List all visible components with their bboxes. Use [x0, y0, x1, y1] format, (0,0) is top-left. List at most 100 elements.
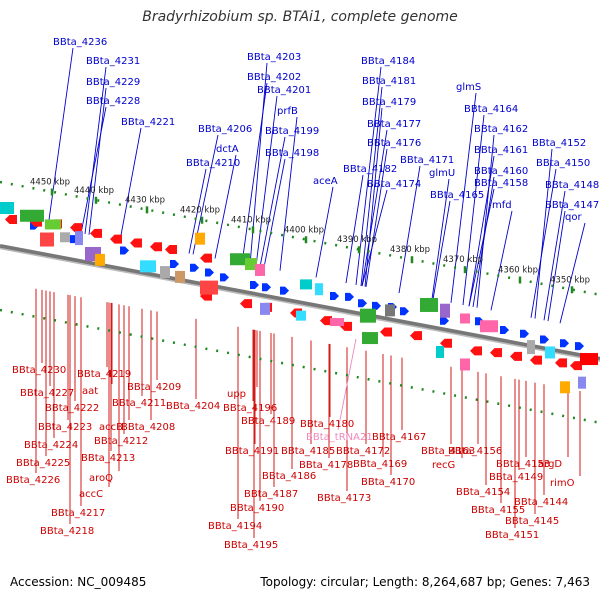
reverse-gene-arrow — [470, 346, 482, 356]
reverse-gene-label: BBta_4190 — [230, 503, 284, 514]
reverse-gene-label: BBta_4213 — [81, 453, 135, 464]
gene-block — [95, 253, 105, 266]
forward-gene-label: BBta_4203 — [247, 52, 301, 63]
reverse-gene-label: BBta_4167 — [372, 432, 426, 443]
leader-line — [88, 87, 107, 235]
reverse-gene-label: BBta_4156 — [448, 446, 502, 457]
tick-label: 4420 kbp — [180, 206, 220, 216]
forward-gene-label: qor — [565, 212, 582, 223]
reverse-gene-label: BBta_4223 — [38, 422, 92, 433]
leader-line — [255, 95, 278, 267]
reverse-gene-label: BBta_4194 — [208, 521, 262, 532]
leader-line — [534, 148, 553, 319]
topology-text: Topology: circular; Length: 8,264,687 bp… — [260, 575, 590, 589]
reverse-gene-label: BBta_4170 — [361, 477, 415, 488]
leader-line — [119, 127, 142, 241]
reverse-gene-label: BBta_4218 — [40, 526, 94, 537]
leader-line — [345, 174, 364, 284]
reverse-gene-label: recG — [432, 460, 455, 471]
reverse-gene-label: argD — [538, 459, 562, 470]
leader-line — [530, 168, 557, 318]
gene-block — [175, 270, 185, 283]
reverse-gene-arrow — [200, 253, 212, 263]
forward-gene-label: glmS — [456, 82, 481, 93]
gene-labels: BBta_4236 BBta_4231 BBta_4229 BBta_4228 BBta… — [6, 37, 599, 551]
tick-label: 4350 kbp — [550, 275, 590, 285]
reverse-gene-arrow — [110, 234, 122, 244]
map-title: Bradyrhizobium sp. BTAi1, complete genom… — [142, 9, 458, 25]
gene-block — [0, 202, 14, 214]
leader-line — [462, 114, 485, 306]
gene-block — [578, 376, 586, 389]
leader-line — [559, 222, 586, 324]
leader-line — [337, 338, 357, 431]
tick-label: 4390 kbp — [337, 235, 377, 245]
leader-line — [188, 168, 207, 254]
rna-gene-label: BBta_tRNA21 — [306, 432, 373, 443]
gene-block — [160, 266, 170, 279]
forward-gene-label: dctA — [216, 144, 239, 155]
forward-gene-label: BBta_4202 — [247, 72, 301, 83]
forward-gene-label: BBta_4181 — [362, 76, 416, 87]
forward-gene-label: BBta_4229 — [86, 77, 140, 88]
gene-block — [300, 279, 312, 290]
forward-gene-label: BBta_4160 — [474, 166, 528, 177]
reverse-gene-label: BBta_4186 — [262, 471, 316, 482]
reverse-gene-label: BBta_4189 — [241, 416, 295, 427]
reverse-gene-label: BBta_4178 — [299, 460, 353, 471]
reverse-gene-arrow — [150, 242, 162, 252]
forward-gene-label: BBta_4221 — [121, 117, 175, 128]
forward-gene-label: aceA — [313, 176, 338, 187]
reverse-gene-label: BBta_4209 — [127, 382, 181, 393]
forward-gene-arrow — [575, 342, 584, 351]
tick-label: 4400 kbp — [284, 225, 324, 235]
leader-line — [431, 178, 450, 300]
gene-block — [75, 231, 83, 246]
gene-block — [527, 340, 535, 355]
gene-block — [545, 346, 555, 359]
tick-label: 4380 kbp — [390, 245, 430, 255]
forward-gene-label: BBta_4177 — [367, 119, 421, 130]
leader-lines — [35, 47, 586, 538]
gene-block — [360, 308, 376, 323]
reverse-gene-arrow — [440, 338, 452, 348]
leader-line — [279, 116, 298, 271]
forward-gene-label: BBta_4179 — [362, 97, 416, 108]
forward-gene-arrow — [345, 292, 354, 301]
reverse-gene-arrow — [555, 358, 567, 368]
reverse-gene-label: BBta_4151 — [485, 530, 539, 541]
gene-block — [460, 358, 470, 371]
gene-block — [230, 253, 250, 266]
reverse-gene-label: BBta_4204 — [166, 401, 220, 412]
tick-label: 4440 kbp — [74, 186, 114, 196]
gene-block — [140, 260, 156, 273]
genome-backbone — [0, 244, 600, 363]
forward-gene-label: BBta_4228 — [86, 96, 140, 107]
tick-label: 4410 kbp — [231, 215, 271, 225]
leader-line — [365, 148, 388, 287]
gene-features — [0, 202, 598, 394]
gene-block — [436, 345, 444, 358]
reverse-gene-label: BBta_4212 — [94, 436, 148, 447]
leader-line — [468, 155, 495, 307]
leader-line — [80, 106, 107, 234]
reverse-gene-label: BBta_4195 — [224, 540, 278, 551]
leader-line — [361, 129, 388, 287]
forward-gene-label: BBta_4184 — [361, 56, 415, 67]
leader-line — [214, 154, 237, 259]
reverse-gene-label: BBta_4145 — [505, 516, 559, 527]
backbone-line — [0, 244, 600, 361]
reverse-gene-label: BBta_4208 — [121, 422, 175, 433]
reverse-gene-label: BBta_4196 — [223, 403, 277, 414]
reverse-gene-label: BBta_4154 — [456, 487, 510, 498]
leader-line — [259, 136, 286, 267]
reverse-gene-label: BBta_4211 — [112, 398, 166, 409]
forward-gene-arrow — [250, 281, 259, 289]
gene-block — [362, 332, 378, 345]
forward-gene-arrow — [170, 259, 179, 268]
leader-line — [490, 210, 513, 311]
gene-block — [200, 280, 218, 295]
reverse-gene-arrow — [130, 238, 142, 248]
forward-gene-label: BBta_4231 — [86, 56, 140, 67]
forward-gene-label: BBta_4164 — [464, 104, 518, 115]
